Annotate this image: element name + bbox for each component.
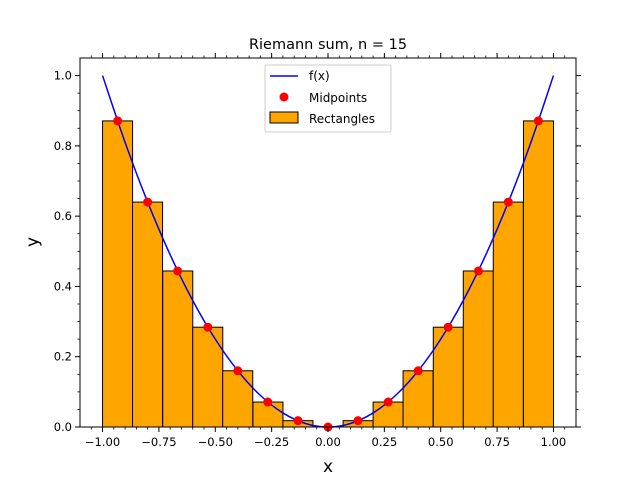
y-tick-label: 0.6 [54, 209, 72, 223]
midpoint-marker [113, 116, 123, 126]
x-tick-label: 0.00 [315, 435, 341, 449]
riemann-rectangle [462, 270, 494, 428]
rectangles-layer [102, 120, 555, 428]
x-tick-label: 0.25 [372, 435, 398, 449]
riemann-rectangle [522, 120, 555, 428]
riemann-rectangle [162, 270, 194, 428]
x-axis-ticks: −1.00 −0.75 −0.50 −0.25 0.00 0.25 0.50 0.75 1.00 [85, 53, 566, 449]
midpoints-layer [113, 116, 543, 432]
riemann-rectangle [132, 201, 164, 428]
riemann-rectangle [192, 326, 224, 428]
midpoint-marker [383, 397, 393, 407]
x-tick-label: −0.75 [141, 435, 176, 449]
midpoint-marker [173, 266, 183, 276]
legend: f(x) Midpoints Rectangles [264, 64, 392, 133]
midpoint-marker [233, 366, 243, 376]
midpoint-marker [443, 322, 453, 332]
y-axis-label: y [23, 237, 43, 247]
midpoint-marker [293, 416, 303, 426]
midpoint-marker [143, 197, 153, 207]
x-tick-label: −1.00 [85, 435, 120, 449]
midpoint-marker [203, 322, 213, 332]
riemann-rectangle [492, 201, 524, 428]
y-tick-label: 0.2 [54, 350, 72, 364]
riemann-rectangle [432, 326, 464, 428]
midpoint-marker [353, 416, 363, 426]
midpoint-marker [533, 116, 543, 126]
riemann-rectangle [102, 120, 134, 428]
x-tick-label: 0.50 [428, 435, 454, 449]
legend-midpoints-label: Midpoints [309, 91, 367, 105]
legend-rectangles-swatch [269, 111, 299, 124]
midpoint-marker [503, 197, 513, 207]
midpoint-marker [413, 366, 423, 376]
chart-title: Riemann sum, n = 15 [249, 37, 407, 53]
y-axis-ticks: 0.0 0.2 0.4 0.6 0.8 1.0 [54, 69, 581, 434]
y-tick-label: 0.0 [54, 420, 72, 434]
legend-curve-label: f(x) [309, 69, 330, 83]
y-tick-label: 0.4 [54, 279, 72, 293]
x-tick-label: −0.25 [254, 435, 289, 449]
midpoint-marker [263, 397, 273, 407]
riemann-rectangle [222, 370, 254, 428]
legend-midpoints-swatch [279, 92, 289, 102]
x-tick-label: −0.50 [198, 435, 233, 449]
y-tick-label: 1.0 [54, 69, 72, 83]
x-tick-label: 0.75 [484, 435, 510, 449]
y-tick-label: 0.8 [54, 139, 72, 153]
midpoint-marker [473, 266, 483, 276]
riemann-rectangle [402, 370, 434, 428]
x-tick-label: 1.00 [541, 435, 567, 449]
x-axis-label: x [323, 457, 333, 477]
legend-rectangles-label: Rectangles [309, 112, 375, 126]
